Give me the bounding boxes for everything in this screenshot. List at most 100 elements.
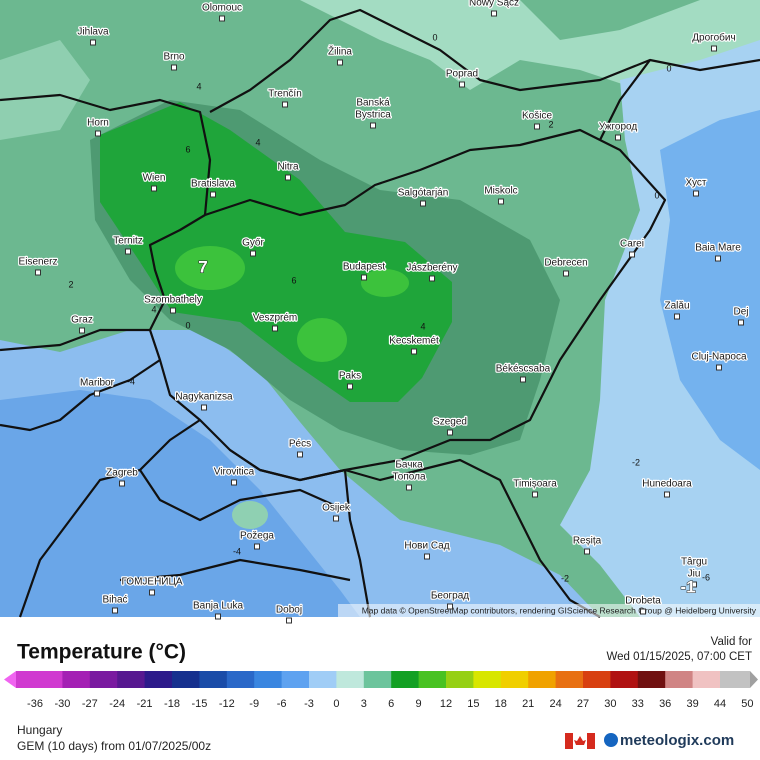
city-marker	[112, 607, 118, 614]
city-marker	[674, 313, 680, 320]
city-marker	[411, 348, 417, 355]
city-marker	[95, 130, 101, 137]
map: Map data © OpenStreetMap contributors, r…	[0, 0, 760, 624]
city-label: Reșița	[573, 536, 602, 547]
brand: meteologix.com	[620, 732, 734, 749]
colorbar-low-arrow	[4, 671, 16, 688]
contour-label: 2	[548, 119, 553, 129]
flag-band	[587, 733, 595, 749]
colorbar-tick-label: 3	[361, 698, 367, 710]
city-label: Salgótarján	[398, 188, 449, 199]
city-marker	[125, 248, 131, 255]
colorbar-segment	[555, 671, 584, 688]
region: Hungary	[17, 723, 62, 737]
colorbar-segment	[89, 671, 118, 688]
city-label: Banja Luka	[193, 601, 243, 612]
border	[148, 128, 667, 482]
city-marker	[447, 603, 453, 610]
colorbar-tick-label: 39	[686, 698, 698, 710]
city-marker	[333, 515, 339, 522]
city-marker	[420, 200, 426, 207]
city-marker	[215, 613, 221, 620]
city-marker	[447, 429, 453, 436]
city-label: Ternitz	[113, 236, 142, 247]
flag	[565, 733, 595, 749]
colorbar-segment	[254, 671, 283, 688]
cold-area	[0, 390, 360, 617]
city-label: Bihać	[102, 595, 127, 606]
city-label: Jászberény	[406, 263, 457, 274]
city-label: Bystrica	[355, 110, 391, 121]
colorbar-tick-label: 6	[388, 698, 394, 710]
warmest-core	[175, 246, 245, 290]
city-label: Топола	[392, 472, 425, 483]
city-marker	[272, 325, 278, 332]
attribution-background	[338, 604, 760, 617]
colorbar-segment	[172, 671, 200, 688]
city-label: Timișoara	[513, 479, 557, 490]
city-label: Nitra	[277, 162, 299, 173]
city-marker	[532, 491, 538, 498]
city-label: Brno	[163, 52, 185, 63]
colorbar-tick-label: 27	[577, 698, 589, 710]
legend-title: Temperature (°C)	[17, 641, 186, 664]
city-label: Хуст	[686, 178, 707, 189]
colorbar-tick-label: -36	[27, 698, 43, 710]
colorbar-tick-label: 36	[659, 698, 671, 710]
city-label: Békéscsaba	[496, 364, 551, 375]
city-marker	[254, 543, 260, 550]
colorbar-segment	[692, 671, 721, 688]
colorbar-segment	[583, 671, 611, 688]
city-marker	[520, 376, 526, 383]
city-marker	[664, 491, 670, 498]
colorbar-tick-label: -24	[109, 698, 125, 710]
city-label: Miskolc	[484, 186, 517, 197]
contour-label: -2	[632, 457, 640, 467]
city-marker	[347, 383, 353, 390]
city-marker	[691, 581, 697, 588]
city-label: Poprad	[446, 69, 478, 80]
city-marker	[79, 327, 85, 334]
city-label: Carei	[620, 239, 644, 250]
colorbar-segment	[473, 671, 502, 688]
colorbar-high-arrow	[750, 671, 758, 688]
colorbar-segment	[528, 671, 557, 688]
contour-label: 0	[432, 32, 437, 42]
temperature-peak-label: 7	[198, 257, 207, 276]
colorbar-tick-label: -6	[277, 698, 287, 710]
footer: Hungary GEM (10 days) from 01/07/2025/00…	[17, 723, 734, 753]
mild-area	[300, 0, 760, 140]
city-label: Košice	[522, 111, 552, 122]
city-label: Trenčín	[268, 89, 302, 100]
city-label: Olomouc	[202, 3, 242, 14]
city-label: Graz	[71, 315, 93, 326]
city-label: Banská	[356, 98, 390, 109]
colorbar-tick-label: -27	[82, 698, 98, 710]
border	[599, 59, 651, 141]
valid-label: Valid for	[711, 636, 753, 648]
city-label: Budapest	[343, 262, 385, 273]
colorbar-tick-label: -21	[137, 698, 153, 710]
city-marker	[370, 122, 376, 129]
city-label: Дрогобич	[692, 32, 735, 44]
city-label: Jihlava	[77, 27, 109, 38]
colorbar-tick-label: -30	[54, 698, 70, 710]
border	[119, 558, 351, 582]
city-marker	[406, 484, 412, 491]
city-marker	[170, 307, 176, 314]
colorbar-tick-label: -12	[219, 698, 235, 710]
colorbar-segment	[199, 671, 228, 688]
city-marker	[584, 548, 590, 555]
flag-band	[565, 733, 573, 749]
colorbar-segment	[309, 671, 337, 688]
colorbar-tick-label: -18	[164, 698, 180, 710]
city-label: Horn	[87, 118, 109, 129]
borders	[0, 8, 760, 618]
temperature-peak-label: -1	[680, 577, 695, 596]
colorbar-tick-label: -9	[249, 698, 259, 710]
city-marker	[219, 15, 225, 22]
contour-label: 4	[151, 304, 156, 314]
city-label: Paks	[339, 371, 361, 382]
city-label: Nowy Sącz	[469, 0, 519, 9]
